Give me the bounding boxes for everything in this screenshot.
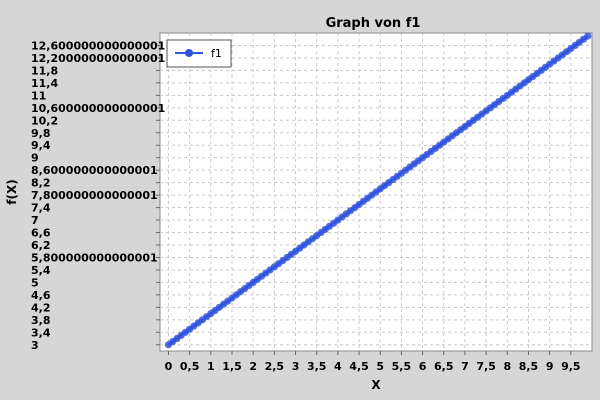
- y-axis-title: f(X): [5, 179, 19, 204]
- x-tick-label: 8: [503, 360, 511, 373]
- x-tick-label: 4,5: [349, 360, 369, 373]
- y-tick-label: 3: [31, 339, 39, 352]
- y-tick-label: 7,4: [31, 202, 51, 215]
- y-tick-label: 3,4: [31, 326, 51, 339]
- x-tick-label: 1: [207, 360, 215, 373]
- y-tick-label: 4,2: [31, 301, 51, 314]
- grid: [160, 33, 592, 351]
- x-tick-label: 1,5: [222, 360, 242, 373]
- x-tick-label: 8,5: [519, 360, 539, 373]
- legend: f1: [166, 39, 232, 68]
- data-point: [584, 32, 592, 40]
- x-tick-label: 3: [292, 360, 300, 373]
- x-tick-label: 6: [419, 360, 427, 373]
- y-tick-label: 10,600000000000001: [31, 102, 165, 115]
- y-tick-label: 5: [31, 276, 39, 289]
- y-tick-label: 12,600000000000001: [31, 39, 165, 52]
- y-tick-label: 10,2: [31, 114, 58, 127]
- y-tick-label: 7,800000000000001: [31, 189, 158, 202]
- chart-title: Graph von f1: [326, 16, 421, 31]
- y-tick-label: 9,4: [31, 139, 51, 152]
- y-tick-label: 6,2: [31, 239, 51, 252]
- x-tick-label: 6,5: [434, 360, 454, 373]
- x-tick-label: 3,5: [307, 360, 327, 373]
- y-tick-label: 12,200000000000001: [31, 52, 165, 65]
- x-axis-title: X: [371, 378, 381, 392]
- x-tick-label: 4: [334, 360, 342, 373]
- y-tick-label: 11,8: [31, 64, 58, 77]
- y-tick-label: 3,8: [31, 314, 51, 327]
- axes: 0 0,5 1 1,5 2 2,5 3 3,5 4 4,5 5 5,5 6 6,5 7 7,5 8 8,5 9 9,5…: [31, 39, 581, 373]
- x-tick-label: 2,5: [265, 360, 285, 373]
- y-tick-label: 9,8: [31, 127, 51, 140]
- legend-label: f1: [211, 47, 222, 60]
- y-tick-label: 5,4: [31, 264, 51, 277]
- x-tick-label: 5: [376, 360, 384, 373]
- y-tick-label: 4,6: [31, 289, 51, 302]
- x-tick-label: 0,5: [180, 360, 200, 373]
- x-tick-label: 5,5: [392, 360, 412, 373]
- y-tick-label: 8,2: [31, 177, 51, 190]
- x-tick-label: 9,5: [561, 360, 581, 373]
- x-tick-label: 0: [165, 360, 173, 373]
- y-tick-label: 8,600000000000001: [31, 164, 158, 177]
- y-tick-label: 11,4: [31, 77, 58, 90]
- legend-marker-icon: [185, 49, 193, 57]
- x-tick-label: 7: [461, 360, 469, 373]
- y-tick-label: 9: [31, 152, 39, 165]
- x-tick-label: 7,5: [476, 360, 496, 373]
- y-tick-label: 7: [31, 214, 39, 227]
- x-tick-label: 2: [249, 360, 257, 373]
- x-tick-label: 9: [546, 360, 554, 373]
- series-layer: [164, 32, 592, 349]
- y-tick-label: 11: [31, 89, 46, 102]
- y-tick-label: 5,800000000000001: [31, 251, 158, 264]
- y-tick-label: 6,6: [31, 227, 51, 240]
